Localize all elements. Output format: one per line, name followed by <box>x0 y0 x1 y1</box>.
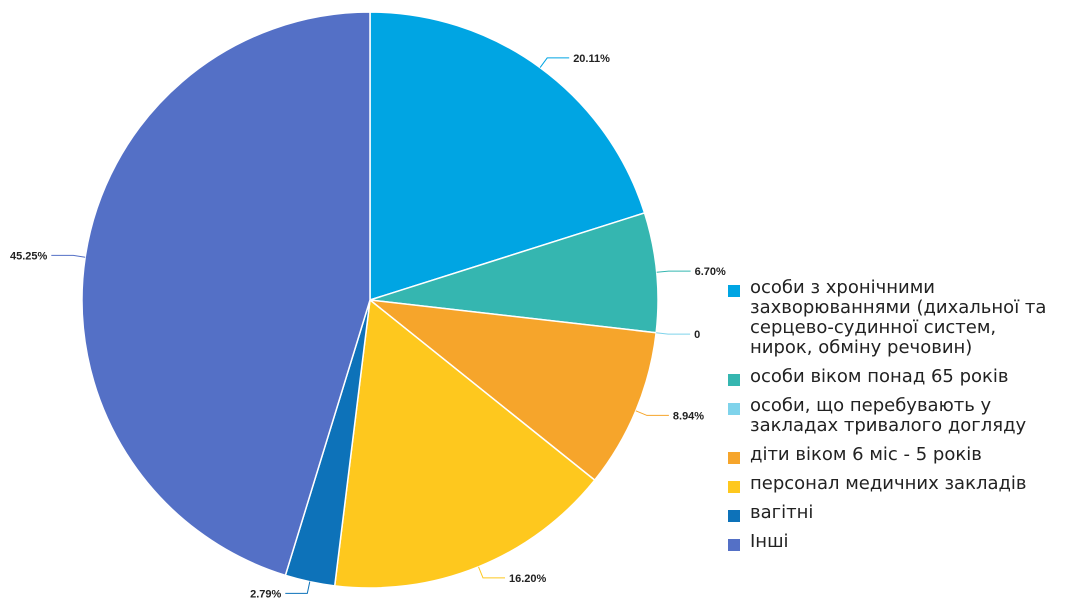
data-label: 20.11% <box>573 53 610 65</box>
legend: особи з хронічними захворюваннями (дихал… <box>728 278 1073 561</box>
legend-item[interactable]: вагітні <box>728 503 1073 523</box>
legend-label: особи, що перебувають у закладах тривало… <box>750 395 1027 436</box>
legend-item[interactable]: персонал медичних закладів <box>728 474 1073 494</box>
data-label: 6.70% <box>695 266 726 278</box>
data-label: 0 <box>694 329 700 341</box>
leader-line <box>51 254 86 258</box>
leader-line <box>478 566 505 579</box>
legend-swatch <box>728 285 740 297</box>
legend-swatch <box>728 539 740 551</box>
pie-slice[interactable] <box>369 211 659 334</box>
legend-swatch <box>728 374 740 386</box>
legend-swatch <box>728 452 740 464</box>
leader-line <box>656 270 691 273</box>
legend-label: вагітні <box>750 502 814 523</box>
leader-line <box>285 581 311 594</box>
data-label: 45.25% <box>10 250 48 262</box>
legend-label: Інші <box>750 531 789 552</box>
pie-slice[interactable] <box>369 11 646 302</box>
legend-label: персонал медичних закладів <box>750 473 1027 494</box>
legend-label: діти віком 6 міс - 5 років <box>750 444 982 465</box>
legend-item[interactable]: особи, що перебувають у закладах тривало… <box>728 396 1073 436</box>
legend-swatch <box>728 403 740 415</box>
legend-item[interactable]: особи віком понад 65 років <box>728 367 1073 387</box>
leader-line <box>635 410 669 416</box>
leader-line <box>539 57 570 68</box>
data-label: 16.20% <box>509 573 547 585</box>
legend-swatch <box>728 510 740 522</box>
pie-slice[interactable] <box>81 11 371 577</box>
legend-item[interactable]: діти віком 6 міс - 5 років <box>728 445 1073 465</box>
data-label: 2.79% <box>250 588 281 600</box>
legend-item[interactable]: особи з хронічними захворюваннями (дихал… <box>728 278 1073 358</box>
data-label: 8.94% <box>673 410 704 422</box>
leader-line <box>656 332 691 335</box>
legend-label: особи віком понад 65 років <box>750 366 1009 387</box>
legend-label: особи з хронічними захворюваннями (дихал… <box>750 277 1047 358</box>
legend-swatch <box>728 481 740 493</box>
pie-slice[interactable] <box>333 298 596 589</box>
legend-item[interactable]: Інші <box>728 532 1073 552</box>
